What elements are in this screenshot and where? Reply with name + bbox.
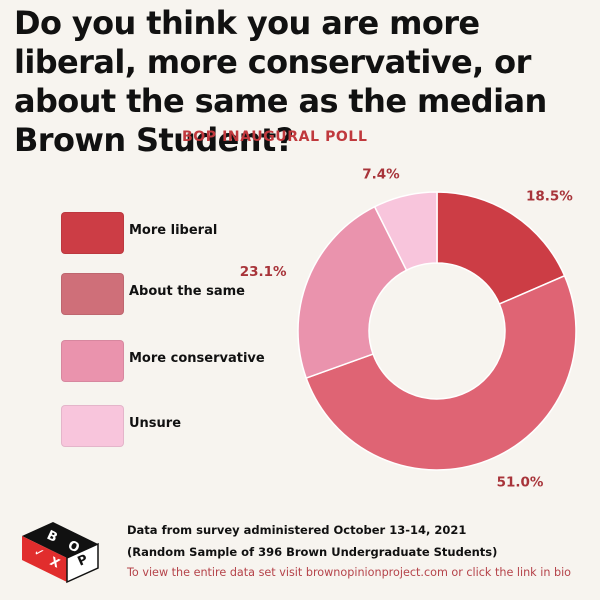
legend-swatch: [61, 212, 124, 254]
legend-label: More liberal: [129, 223, 218, 238]
slice-label-unsure: 7.4%: [362, 166, 400, 182]
bop-logo-icon: B O P ✓ X: [22, 522, 99, 584]
footer-sample-size: (Random Sample of 396 Brown Undergraduat…: [127, 545, 498, 559]
footer-link-text[interactable]: To view the entire data set visit browno…: [127, 566, 572, 579]
legend-item-unsure: Unsure: [61, 405, 321, 447]
footer-survey-date: Data from survey administered October 13…: [127, 523, 467, 537]
poll-subtitle: BOP INAUGURAL POLL: [182, 129, 368, 145]
legend-label: About the same: [129, 284, 245, 299]
legend-swatch: [61, 405, 124, 447]
legend-swatch: [61, 340, 124, 382]
legend-item-more-conservative: More conservative: [61, 340, 321, 382]
legend-label: Unsure: [129, 416, 182, 431]
legend-label: More conservative: [129, 351, 265, 366]
legend-swatch: [61, 273, 124, 315]
donut-slice-unsure: [373, 191, 438, 272]
donut-slice-about-the-same: [305, 274, 577, 471]
slice-label-more-liberal: 18.5%: [526, 189, 573, 205]
legend-item-more-liberal: More liberal: [61, 212, 321, 254]
slice-label-about-the-same: 51.0%: [497, 475, 544, 491]
legend-item-about-the-same: About the same: [61, 273, 321, 315]
donut-slice-more-liberal: [436, 191, 566, 305]
slice-label-more-conservative: 23.1%: [240, 264, 287, 280]
donut-slice-more-conservative: [297, 205, 408, 380]
chart-title: Do you think you are more liberal, more …: [14, 4, 547, 159]
